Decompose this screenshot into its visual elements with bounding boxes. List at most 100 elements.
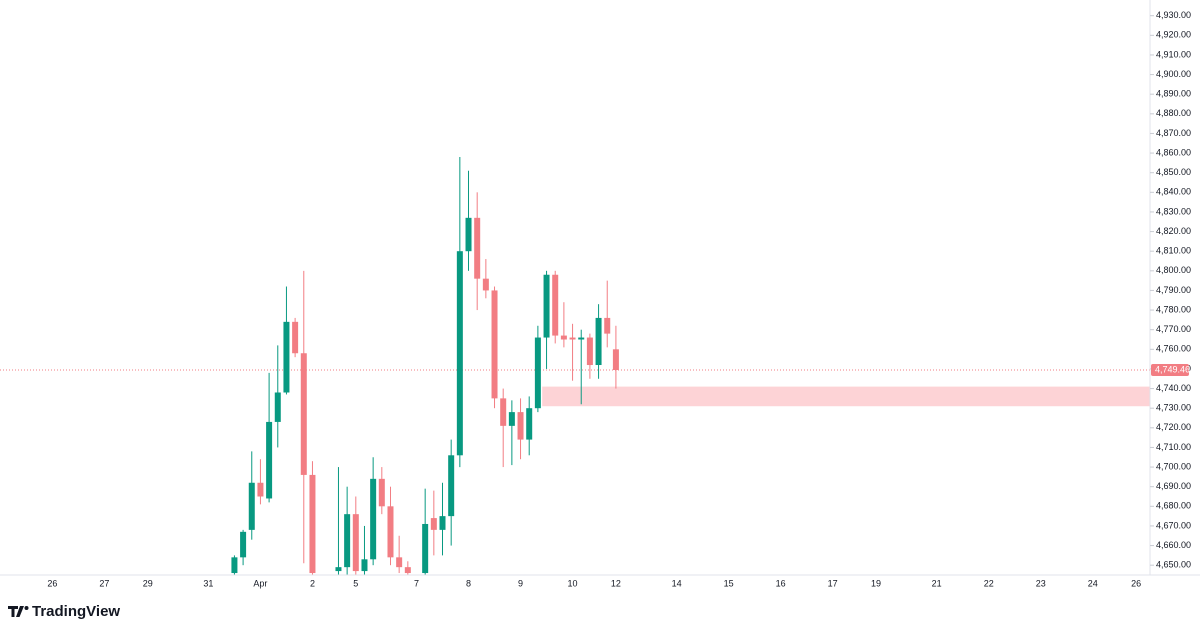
y-tick-label: 4,740.00	[1156, 383, 1191, 393]
axes: 4,650.00 4,660.00 4,670.00 4,680.00 4,690.00…	[47, 10, 1191, 588]
plot-area	[0, 156, 1150, 575]
x-tick-label: 23	[1036, 578, 1046, 588]
x-tick-label: 26	[47, 578, 57, 588]
y-tick-label: 4,860.00	[1156, 147, 1191, 157]
y-tick-label: 4,700.00	[1156, 461, 1191, 471]
candle-body	[526, 408, 533, 440]
y-tick-label: 4,730.00	[1156, 403, 1191, 413]
candle-body	[300, 353, 307, 475]
candle-body	[465, 217, 472, 252]
candle-body	[248, 482, 255, 530]
candle-body	[517, 412, 524, 440]
y-tick-label: 4,850.00	[1156, 167, 1191, 177]
x-tick-label: Apr	[253, 578, 267, 588]
x-tick-label: 9	[518, 578, 523, 588]
candle-body	[586, 337, 593, 366]
candle-body	[560, 335, 567, 340]
x-tick-label: 24	[1088, 578, 1098, 588]
x-tick-label: 10	[568, 578, 578, 588]
last-price-box	[1151, 364, 1189, 377]
candle-body	[266, 421, 273, 499]
candle-body	[439, 516, 446, 530]
candle-body	[370, 478, 377, 560]
candle-body	[422, 523, 429, 574]
candle-body	[482, 278, 489, 291]
y-tick-label: 4,760.00	[1156, 344, 1191, 354]
candle-body	[274, 392, 281, 422]
candle-body	[352, 514, 359, 572]
x-tick-label: 29	[143, 578, 153, 588]
x-tick-label: 27	[99, 578, 109, 588]
candle-body	[612, 349, 619, 371]
y-tick-label: 4,900.00	[1156, 69, 1191, 79]
candle-body	[508, 412, 515, 426]
candle-body	[404, 567, 411, 574]
candle-body	[240, 531, 247, 558]
candle-body	[491, 290, 498, 399]
candle-body	[569, 337, 576, 340]
y-tick-label: 4,680.00	[1156, 501, 1191, 511]
candle-body	[604, 317, 611, 334]
x-tick-label: 22	[984, 578, 994, 588]
brand-name: TradingView	[32, 603, 120, 620]
candle-body	[257, 482, 264, 497]
x-tick-label: 12	[611, 578, 621, 588]
y-tick-label: 4,710.00	[1156, 442, 1191, 452]
x-tick-label: 14	[672, 578, 682, 588]
x-tick-label: 2	[310, 578, 315, 588]
x-tick-label: 31	[203, 578, 213, 588]
brand-logo: TradingView	[8, 603, 120, 620]
x-tick-label: 16	[776, 578, 786, 588]
candle-body	[231, 557, 238, 574]
x-tick-label: 17	[828, 578, 838, 588]
y-tick-label: 4,660.00	[1156, 540, 1191, 550]
candle-body	[335, 567, 342, 572]
candle-body	[309, 474, 316, 574]
y-tick-label: 4,920.00	[1156, 30, 1191, 40]
y-tick-label: 4,830.00	[1156, 206, 1191, 216]
x-tick-label: 5	[353, 578, 358, 588]
candle-body	[396, 557, 403, 568]
x-tick-label: 8	[466, 578, 471, 588]
candle-body	[430, 518, 437, 530]
y-tick-label: 4,910.00	[1156, 49, 1191, 59]
y-tick-label: 4,870.00	[1156, 128, 1191, 138]
candle-body	[361, 559, 368, 572]
y-tick-label: 4,880.00	[1156, 108, 1191, 118]
y-tick-label: 4,930.00	[1156, 10, 1191, 20]
x-tick-label: 7	[414, 578, 419, 588]
y-tick-label: 4,780.00	[1156, 304, 1191, 314]
y-tick-label: 4,770.00	[1156, 324, 1191, 334]
y-tick-label: 4,840.00	[1156, 187, 1191, 197]
x-tick-label: 26	[1131, 578, 1141, 588]
candle-body	[500, 398, 507, 426]
last-price-label: 4,749.46	[1155, 364, 1190, 374]
candle-body	[552, 274, 559, 336]
candle-body	[534, 337, 541, 409]
candle-body	[578, 337, 585, 340]
x-tick-label: 19	[871, 578, 881, 588]
candle-body	[378, 478, 385, 507]
candle-body	[344, 514, 351, 568]
y-tick-label: 4,720.00	[1156, 422, 1191, 432]
candle-body	[474, 217, 481, 279]
y-tick-label: 4,800.00	[1156, 265, 1191, 275]
candle-body	[456, 251, 463, 456]
candle-body	[387, 506, 394, 558]
candle-body	[283, 321, 290, 393]
candle-body	[543, 274, 550, 338]
y-tick-label: 4,890.00	[1156, 89, 1191, 99]
candle-body	[292, 321, 299, 354]
x-tick-label: 21	[932, 578, 942, 588]
y-tick-label: 4,790.00	[1156, 285, 1191, 295]
candle-body	[448, 455, 455, 517]
price-zone	[542, 386, 1150, 407]
candle-body	[595, 317, 602, 366]
y-tick-label: 4,820.00	[1156, 226, 1191, 236]
y-tick-label: 4,810.00	[1156, 246, 1191, 256]
y-tick-label: 4,670.00	[1156, 520, 1191, 530]
y-tick-label: 4,690.00	[1156, 481, 1191, 491]
y-tick-label: 4,650.00	[1156, 560, 1191, 570]
x-tick-label: 15	[724, 578, 734, 588]
